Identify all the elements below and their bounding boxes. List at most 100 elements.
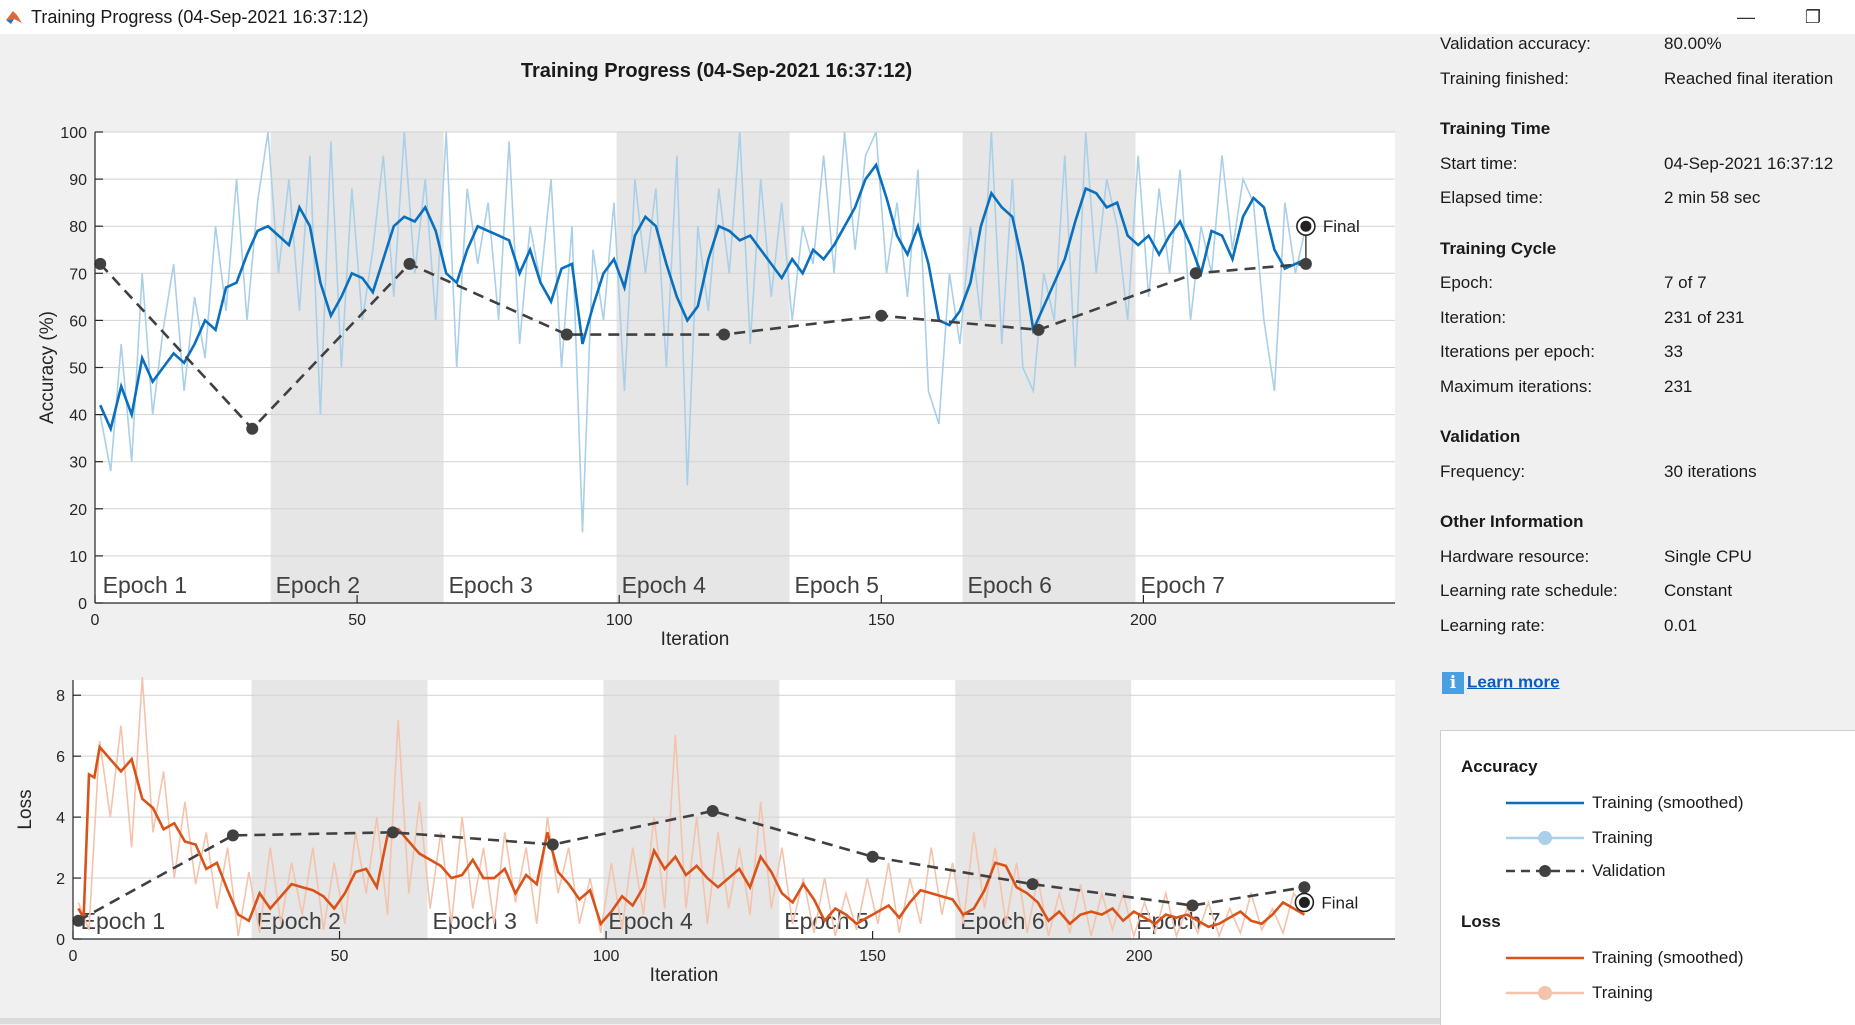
training-cycle-label: Iteration:: [1440, 307, 1507, 327]
validation-point: [94, 257, 107, 270]
validation-point: [72, 914, 85, 927]
epoch-label: Epoch 1: [103, 572, 187, 598]
x-tick-label: 0: [69, 948, 78, 965]
epoch-label: Epoch 3: [432, 908, 516, 934]
y-tick-label: 40: [69, 408, 87, 425]
x-tick-label: 50: [331, 948, 349, 965]
training-raw-line: [77, 676, 1306, 939]
y-tick-label: 6: [56, 749, 65, 766]
epoch-label: Epoch 2: [257, 908, 341, 934]
epoch-label: Epoch 6: [968, 572, 1052, 598]
validation-point: [1189, 267, 1202, 280]
x-tick-label: 100: [606, 612, 633, 629]
learn-more-text: Learn more: [1467, 672, 1560, 692]
training-cycle-value: 33: [1664, 342, 1683, 361]
validation-point: [1032, 323, 1045, 336]
legend-loss-smoothed: Training (smoothed): [1506, 946, 1806, 970]
training-time-value: 2 min 58 sec: [1664, 188, 1761, 207]
x-tick-label: 150: [859, 948, 886, 965]
y-tick-label: 0: [78, 596, 87, 613]
legend-loss-training-swatch: [1506, 986, 1584, 1000]
legend-accuracy-heading: Accuracy: [1461, 757, 1538, 776]
minimize-button[interactable]: —: [1737, 7, 1755, 27]
legend-acc-training-label: Training: [1592, 828, 1653, 847]
x-tick-label: 200: [1126, 948, 1153, 965]
epoch-label: Epoch 7: [1141, 572, 1225, 598]
validation-value: 30 iterations: [1664, 461, 1757, 481]
x-tick-label: 50: [348, 612, 366, 629]
epoch-shade: [603, 680, 780, 939]
y-axis-label: Loss: [15, 789, 36, 829]
bottom-scroll-strip: [0, 1018, 1440, 1024]
y-tick-label: 90: [69, 172, 87, 189]
y-tick-label: 30: [69, 455, 87, 472]
window-titlebar: Training Progress (04-Sep-2021 16:37:12)…: [0, 0, 1855, 34]
y-tick-label: 10: [69, 549, 87, 566]
other-info-label: Hardware resource:: [1440, 546, 1590, 566]
validation-point: [875, 309, 888, 322]
loss-plot: Epoch 1 Epoch 2 Epoch 3 Epoch 4 Epoch 5 Epoch…: [15, 676, 1395, 986]
training-cycle-label: Iterations per epoch:: [1440, 342, 1595, 361]
restore-button[interactable]: ❐: [1804, 7, 1822, 27]
validation-point: [1186, 899, 1199, 912]
training-smoothed-line: [77, 744, 1306, 929]
final-label: Final: [1321, 893, 1358, 912]
legend-loss-heading: Loss: [1461, 912, 1501, 931]
epoch-label: Epoch 5: [784, 908, 868, 934]
other-info-value: 0.01: [1664, 615, 1698, 635]
training-raw-line: [99, 131, 1307, 533]
legend-loss-training: Training: [1506, 981, 1806, 1005]
legend-acc-smoothed-label: Training (smoothed): [1592, 793, 1744, 812]
legend-acc-validation-label: Validation: [1592, 861, 1666, 880]
training-time-heading: Training Time: [1440, 119, 1551, 138]
y-axis-label: Accuracy (%): [37, 311, 58, 424]
validation-point: [386, 826, 399, 839]
other-info-label: Learning rate:: [1440, 615, 1545, 635]
y-tick-label: 8: [56, 688, 65, 705]
other-info-value: Constant: [1664, 581, 1733, 600]
final-marker-dot: [1300, 220, 1312, 232]
validation-point: [1026, 878, 1039, 891]
epoch-shade: [955, 680, 1132, 939]
validation-point: [718, 328, 731, 341]
y-tick-label: 20: [69, 502, 87, 519]
validation-label: Frequency:: [1440, 461, 1526, 481]
info-value: Reached final iteration: [1664, 68, 1834, 88]
training-cycle-label: Epoch:: [1440, 273, 1493, 292]
chart-title: Training Progress (04-Sep-2021 16:37:12): [520, 60, 913, 82]
legend-loss-smoothed-swatch: [1506, 956, 1584, 960]
info-label: Validation accuracy:: [1440, 34, 1591, 53]
training-time-value: 04-Sep-2021 16:37:12: [1664, 153, 1834, 173]
training-smoothed-line: [99, 162, 1307, 433]
other-info-label: Learning rate schedule:: [1440, 581, 1618, 600]
epoch-label: Epoch 1: [81, 908, 165, 934]
training-cycle-label: Maximum iterations:: [1440, 376, 1593, 396]
info-panel: Validation accuracy: 80.00% Training finis…: [1440, 34, 1855, 724]
validation-point: [706, 805, 719, 818]
legend-loss-smoothed-label: Training (smoothed): [1592, 948, 1744, 967]
validation-point: [866, 850, 879, 863]
validation-point: [560, 328, 573, 341]
y-tick-label: 70: [69, 266, 87, 283]
other-info-heading: Other Information: [1440, 512, 1584, 531]
validation-point: [403, 257, 416, 270]
window-title: Training Progress (04-Sep-2021 16:37:12): [31, 7, 369, 27]
x-tick-label: 100: [593, 948, 620, 965]
legend-acc-training: Training: [1506, 826, 1806, 850]
legend-loss-training-label: Training: [1592, 983, 1653, 1002]
legend-acc-smoothed-swatch: [1506, 801, 1584, 805]
training-time-label: Elapsed time:: [1440, 188, 1543, 207]
x-axis-label: Iteration: [650, 965, 719, 986]
other-info-value: Single CPU: [1664, 546, 1752, 566]
y-tick-label: 80: [69, 219, 87, 236]
epoch-label: Epoch 2: [276, 572, 360, 598]
epoch-label: Epoch 4: [622, 572, 707, 598]
validation-point: [226, 829, 239, 842]
matlab-icon: [6, 11, 22, 24]
legend-panel: Accuracy Training (smoothed) Training Va…: [1440, 730, 1855, 1025]
learn-more-link[interactable]: i Learn more: [1442, 672, 1560, 694]
validation-heading: Validation: [1440, 427, 1521, 446]
training-time-label: Start time:: [1440, 153, 1518, 173]
y-tick-label: 4: [56, 810, 65, 827]
info-icon: i: [1442, 672, 1464, 694]
